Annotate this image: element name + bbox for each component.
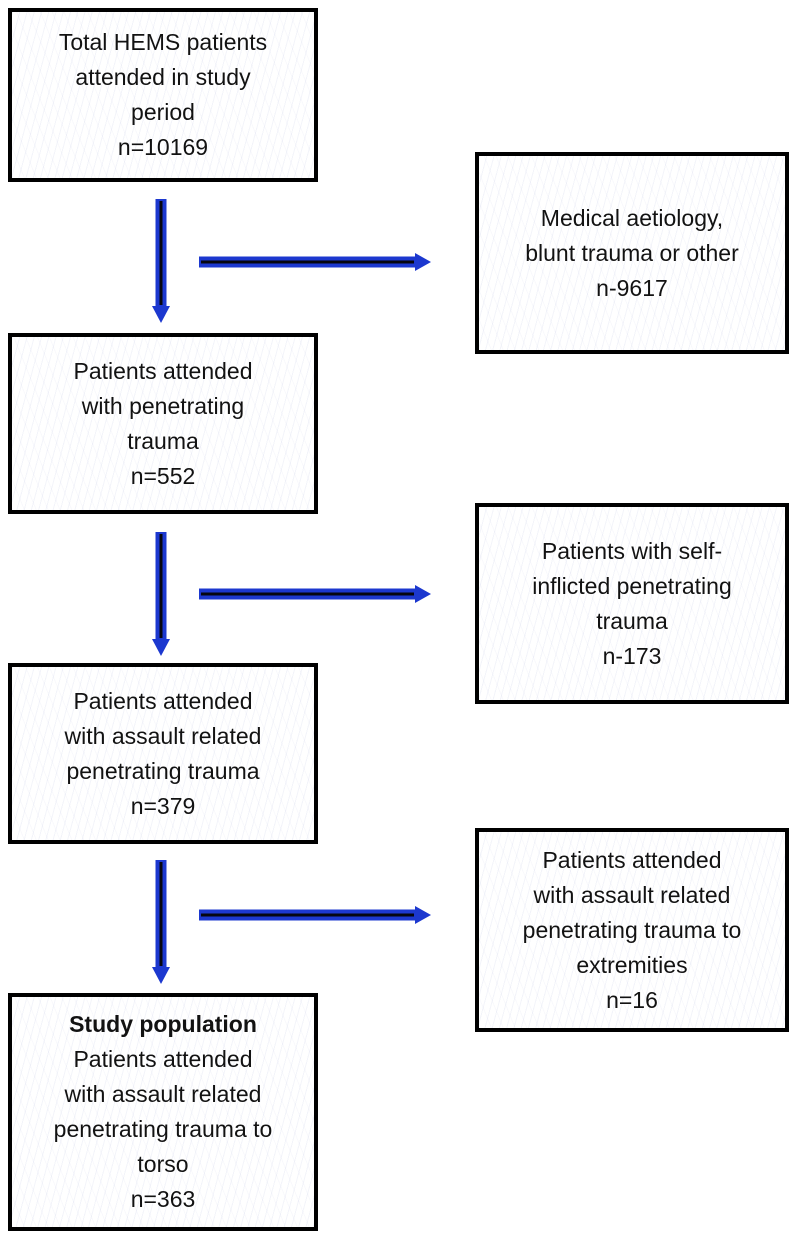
- arrow-right-icon: [199, 253, 431, 271]
- arrow-down-icon: [152, 199, 170, 323]
- arrow-down-icon: [152, 860, 170, 984]
- box-assault-penetrating-trauma: Patients attended with assault related p…: [8, 663, 318, 844]
- box-assault-penetrating-trauma-text: Patients attended with assault related p…: [64, 687, 262, 819]
- box-excluded-medical-blunt-other: Medical aetiology, blunt trauma or other…: [475, 152, 789, 354]
- box-total-hems-patients-text: Total HEMS patients attended in study pe…: [58, 29, 268, 160]
- box-total-hems-patients: Total HEMS patients attended in study pe…: [8, 8, 318, 182]
- box-excluded-self-inflicted-text: Patients with self- inflicted penetratin…: [532, 537, 732, 669]
- arrow-down-icon: [152, 532, 170, 656]
- box-penetrating-trauma-text: Patients attended with penetrating traum…: [73, 357, 253, 489]
- box-penetrating-trauma: Patients attended with penetrating traum…: [8, 333, 318, 514]
- box-excluded-medical-blunt-other-text: Medical aetiology, blunt trauma or other…: [525, 204, 739, 301]
- box-study-population: Study population Patients attended with …: [8, 993, 318, 1231]
- box-study-population-title: Study population: [69, 1011, 257, 1037]
- box-excluded-extremities: Patients attended with assault related p…: [475, 828, 789, 1032]
- box-study-population-text: Patients attended with assault related p…: [53, 1046, 273, 1212]
- arrow-right-icon: [199, 585, 431, 603]
- arrow-right-icon: [199, 906, 431, 924]
- box-excluded-self-inflicted: Patients with self- inflicted penetratin…: [475, 503, 789, 704]
- box-excluded-extremities-text: Patients attended with assault related p…: [522, 846, 742, 1013]
